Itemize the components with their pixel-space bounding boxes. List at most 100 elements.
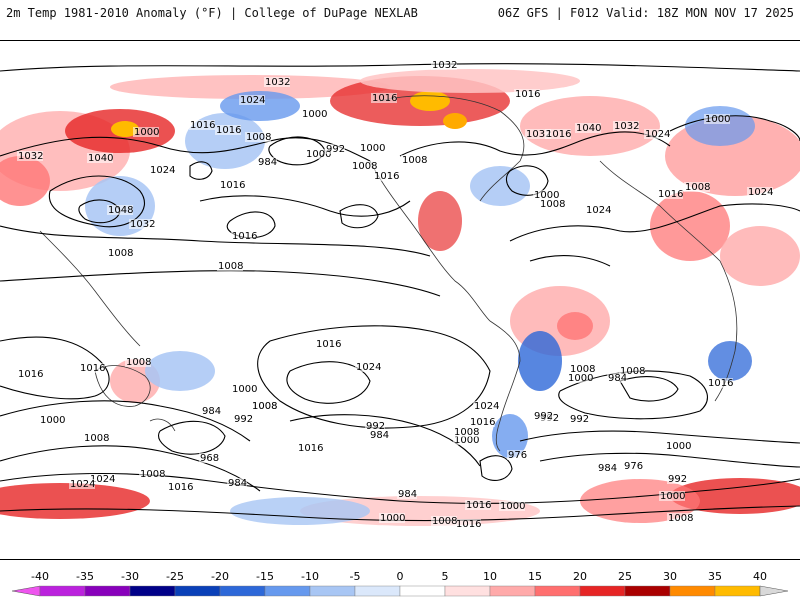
isobar-label-bg [305,149,331,159]
isobar-label-bg [533,411,553,421]
isobar-label: 1008 [402,155,427,166]
isobar-label-bg [365,421,385,431]
isobar-label-bg [545,129,571,139]
isobar-label-bg [251,401,277,411]
isobar-label-bg [431,516,457,526]
isobar-label: 1016 [708,378,733,389]
weather-map[interactable]: 1032 1032 1016 1024 1000 1016 1016 1008 1000 992 1… [0,40,800,560]
isobar-label-bg [684,182,710,192]
colorbar-legend: -40 -35 -30 -25 -20 -15 -10 -5 0 5 10 15 20 25 30 35 40 [0,566,800,600]
isobar-label-bg [539,199,565,209]
isobar-label: 1024 [70,479,95,490]
isobar-label-bg [69,479,95,489]
isobar-label-bg [231,231,257,241]
isobar-label-bg [359,143,385,153]
isobar-label: 992 [534,411,553,422]
map-title: 2m Temp 1981-2010 Anomaly (°F) | College… [6,6,418,20]
isobar-label-bg [315,339,341,349]
colorbar-tick-label: -20 [211,570,229,583]
isobar-label-bg [215,125,241,135]
isobar-label-bg [455,519,481,529]
isobar-label: 1008 [668,513,693,524]
colorbar-tick-label: 40 [753,570,767,583]
isobar-label: 1024 [474,401,499,412]
isobar-label: 1032 [432,60,457,71]
cold-anomaly-layer [85,91,755,525]
colorbar-segment [579,585,626,597]
isobar-label: 1008 [108,248,133,259]
model-run-info: 06Z GFS | F012 Valid: 18Z MON NOV 17 202… [497,6,794,20]
colorbar-segment [399,585,446,597]
isobar-label-bg [167,482,193,492]
isobar-label: 1032 [614,121,639,132]
isobar-label: 1000 [454,435,479,446]
isobar-label-bg [83,433,109,443]
colorbar-tick-label: 35 [708,570,722,583]
isobar-label-bg [569,414,589,424]
isobar-label: 1008 [432,516,457,527]
isobar-label-bg [667,513,693,523]
isobar-label-bg [201,406,221,416]
isobar-label: 1016 [168,482,193,493]
isobar-label: 1000 [134,127,159,138]
colorbar-tick-label: -15 [256,570,274,583]
isobar-label-bg [453,427,479,437]
isobar-label: 1008 [352,161,377,172]
isobar-label: 1016 [216,125,241,136]
isobar-label: 992 [326,144,345,155]
isobar-label-bg [499,501,525,511]
isobar-label-bg [607,373,627,383]
isobar-label-bg [659,491,685,501]
isobar-label-bg [667,474,687,484]
isobar-label-bg [569,364,595,374]
isobar-label-bg [473,401,499,411]
colorbar-segment [624,585,671,597]
colorbar-tick-label: 10 [483,570,497,583]
isobar-label-bg [107,205,133,215]
isobar-label-bg [707,378,733,388]
isobar-label: 1024 [586,205,611,216]
isobar-label: 976 [508,450,527,461]
colorbar-segment [84,585,131,597]
isobar-label-bg [525,129,551,139]
isobar-label: 968 [200,453,219,464]
isobar-label: 1016 [18,369,43,380]
isobar-label: 1016 [316,339,341,350]
colorbar-segment [354,585,401,597]
colorbar-tick-label: 25 [618,570,632,583]
isobar-label: 1016 [220,180,245,191]
isobar-label-bg [623,461,643,471]
isobar-label-bg [665,441,691,451]
colorbar-segment [309,585,356,597]
isobar-label-bg [217,261,243,271]
colorbar-svg: -40 -35 -30 -25 -20 -15 -10 -5 0 5 10 15 20 25 30 35 40 [11,570,789,597]
isobar-label: 1000 [380,513,405,524]
colorbar-tick-label: 5 [442,570,449,583]
isobar-label-bg [507,450,527,460]
isobar-label-bg [533,190,559,200]
isobar-label: 1032 [526,129,551,140]
colorbar-tick-label: -25 [166,570,184,583]
isobar-label: 1024 [356,362,381,373]
isobar-label: 1008 [126,357,151,368]
colorbar-segment [714,585,761,597]
colorbar-tick-label: -35 [76,570,94,583]
isobar-label-bg [231,384,257,394]
colorbar-tick-label: -5 [350,570,361,583]
isobar-label-bg [514,89,540,99]
isobar-label: 1000 [666,441,691,452]
isobar-label-bg [619,366,645,376]
isobar-label-bg [233,414,253,424]
isobar-label-bg [139,469,165,479]
isobar-label: 1016 [374,171,399,182]
isobar-label: 984 [370,430,389,441]
colorbar-segment [489,585,536,597]
isobar-label: 1000 [40,415,65,426]
isobar-label: 1008 [140,469,165,480]
isobar-label: 992 [668,474,687,485]
isobar-label: 1008 [540,199,565,210]
isobar-label-bg [107,248,133,258]
isobar-label-bg [373,171,399,181]
isobar-label-bg [199,453,219,463]
isobar-label: 1000 [568,373,593,384]
